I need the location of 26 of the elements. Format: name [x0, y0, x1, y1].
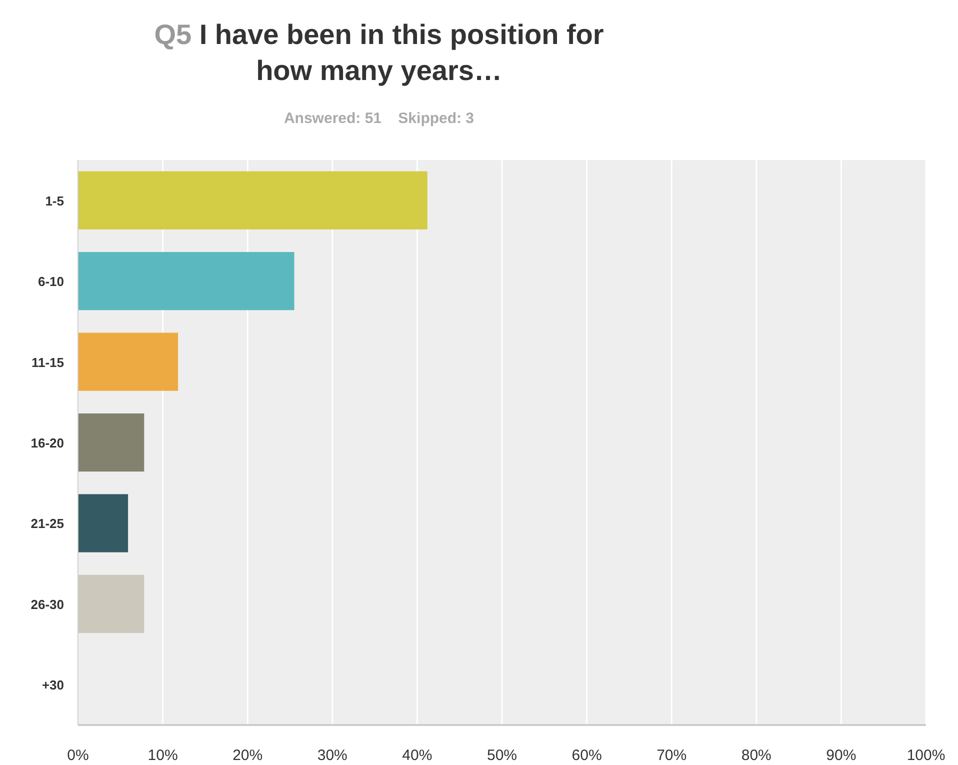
x-tick-label: 80%	[741, 747, 772, 764]
x-tick-label: 0%	[67, 747, 89, 764]
y-tick-label: 21-25	[30, 516, 64, 532]
bar	[78, 494, 128, 552]
bar	[78, 171, 428, 230]
x-tick-label: 70%	[656, 747, 687, 764]
x-tick-label: 50%	[486, 747, 518, 764]
x-tick-label: 60%	[572, 747, 602, 764]
y-tick-label: +30	[42, 678, 64, 693]
x-tick-label: 10%	[148, 747, 178, 764]
bar	[78, 413, 144, 472]
bar	[78, 332, 178, 391]
x-tick-label: 30%	[317, 747, 348, 764]
x-tick-label: 90%	[826, 747, 856, 764]
x-tick-label: 20%	[232, 747, 263, 764]
x-tick-label: 40%	[402, 747, 432, 764]
y-tick-label: 16-20	[30, 436, 64, 450]
x-tick-label: 100%	[906, 747, 946, 764]
chart-title: Q5 I have been in this position for how many years…	[154, 19, 604, 86]
y-tick-label: 26-30	[30, 596, 64, 612]
y-tick-label: 6-10	[38, 274, 64, 290]
y-tick-label: 11-15	[31, 354, 64, 370]
bar	[78, 252, 294, 310]
bar	[78, 574, 144, 633]
chart-subtitle: Answered: 51 Skipped: 3	[284, 110, 474, 127]
y-tick-label: 1-5	[45, 193, 64, 208]
